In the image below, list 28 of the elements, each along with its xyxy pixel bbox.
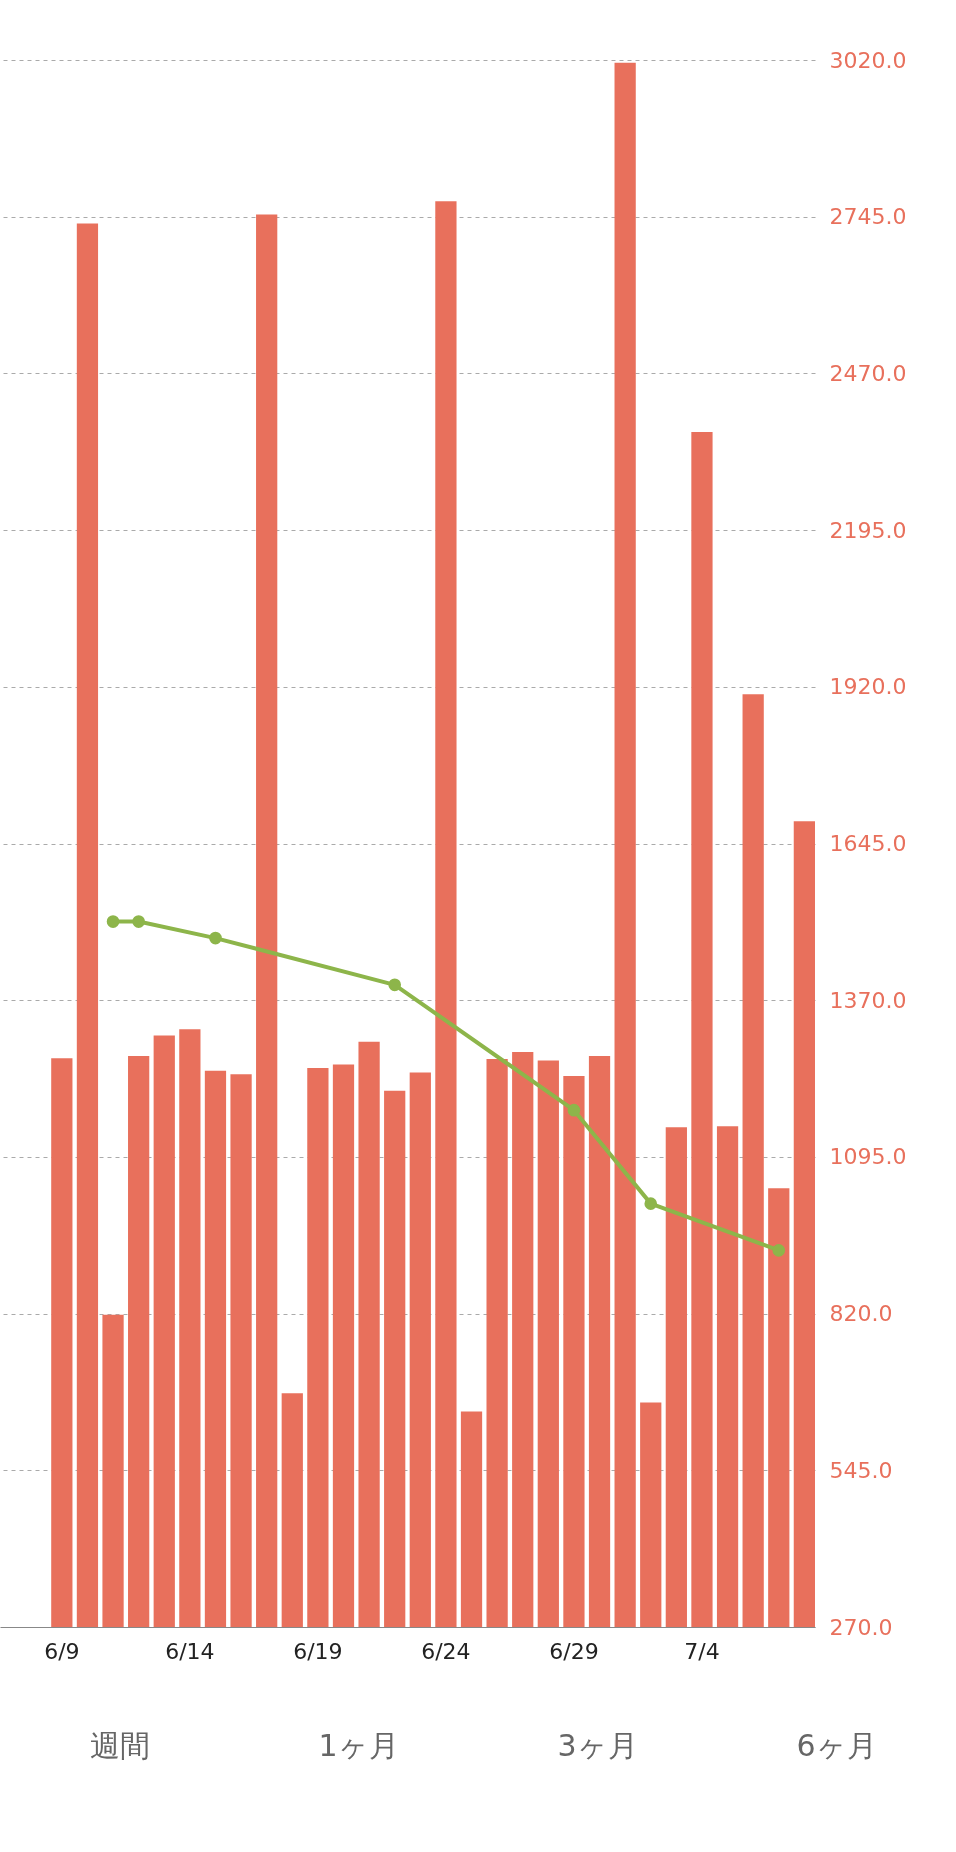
text: 1ヶ月 [318, 1728, 399, 1763]
y-tick-label: 3020.0 [829, 47, 907, 73]
point [388, 978, 402, 992]
y-tick-label: 545.0 [829, 1457, 893, 1483]
point [567, 1103, 581, 1117]
text: 3ヶ月 [557, 1728, 638, 1763]
y-tick-label: 2470.0 [829, 360, 907, 386]
text: 週間 [89, 1728, 150, 1763]
point [106, 915, 120, 928]
x-tick-label: 6/9 [44, 1638, 80, 1664]
x-tick-label: 6/24 [421, 1638, 471, 1664]
y-tick-label: 1645.0 [829, 831, 907, 856]
x-tick-label: 6/19 [293, 1638, 343, 1664]
point [772, 1244, 786, 1257]
x-tick-label: 7/4 [684, 1638, 720, 1664]
point [209, 931, 222, 945]
y-tick-label: 2745.0 [829, 204, 907, 230]
y-tick-label: 1370.0 [829, 987, 907, 1013]
y-tick-label: 2195.0 [829, 517, 907, 543]
x-tick-label: 6/29 [549, 1638, 599, 1664]
text: 6ヶ月 [796, 1728, 877, 1763]
y-tick-label: 820.0 [829, 1301, 893, 1327]
y-tick-label: 1920.0 [829, 674, 907, 700]
point [132, 915, 145, 928]
x-tick-label: 6/14 [165, 1638, 215, 1664]
point [644, 1197, 658, 1210]
y-tick-label: 1095.0 [829, 1144, 907, 1170]
y-tick-label: 270.0 [829, 1614, 893, 1640]
